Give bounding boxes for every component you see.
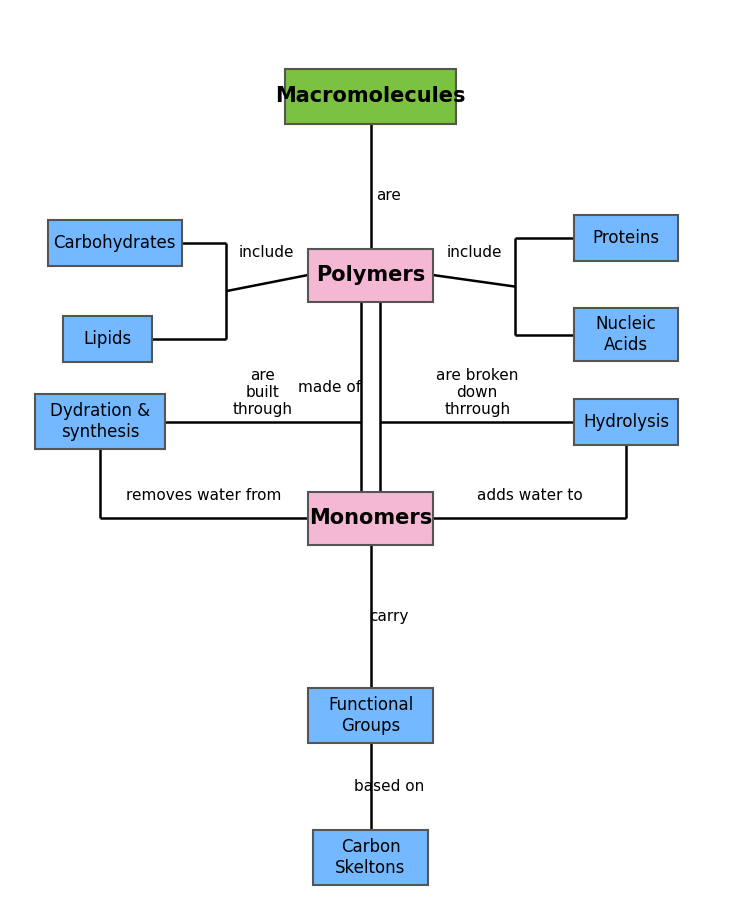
FancyBboxPatch shape <box>285 69 456 124</box>
FancyBboxPatch shape <box>313 830 428 885</box>
Text: Functional
Groups: Functional Groups <box>328 696 413 735</box>
Text: based on: based on <box>354 779 424 794</box>
FancyBboxPatch shape <box>308 688 433 743</box>
Text: Macromolecules: Macromolecules <box>275 86 466 106</box>
Text: Carbohydrates: Carbohydrates <box>53 234 176 252</box>
Text: are broken
down
thrrough: are broken down thrrough <box>436 368 519 417</box>
FancyBboxPatch shape <box>48 220 182 266</box>
Text: Proteins: Proteins <box>593 229 659 248</box>
FancyBboxPatch shape <box>308 249 433 302</box>
Text: are
built
through: are built through <box>233 368 293 417</box>
Text: adds water to: adds water to <box>477 488 582 503</box>
FancyBboxPatch shape <box>308 492 433 545</box>
FancyBboxPatch shape <box>574 308 678 361</box>
FancyBboxPatch shape <box>63 316 152 362</box>
Text: Nucleic
Acids: Nucleic Acids <box>596 315 657 354</box>
Text: made of: made of <box>298 380 362 395</box>
Text: include: include <box>239 245 294 260</box>
Text: Carbon
Skeltons: Carbon Skeltons <box>336 838 405 877</box>
FancyBboxPatch shape <box>36 394 165 449</box>
Text: carry: carry <box>369 609 409 624</box>
Text: Hydrolysis: Hydrolysis <box>583 413 669 431</box>
Text: Monomers: Monomers <box>309 508 432 528</box>
Text: Polymers: Polymers <box>316 265 425 285</box>
Text: are: are <box>376 188 402 203</box>
Text: include: include <box>447 245 502 260</box>
Text: Lipids: Lipids <box>83 330 132 348</box>
FancyBboxPatch shape <box>574 215 678 261</box>
FancyBboxPatch shape <box>574 399 678 445</box>
Text: Dydration &
synthesis: Dydration & synthesis <box>50 403 150 441</box>
Text: removes water from: removes water from <box>126 488 282 503</box>
